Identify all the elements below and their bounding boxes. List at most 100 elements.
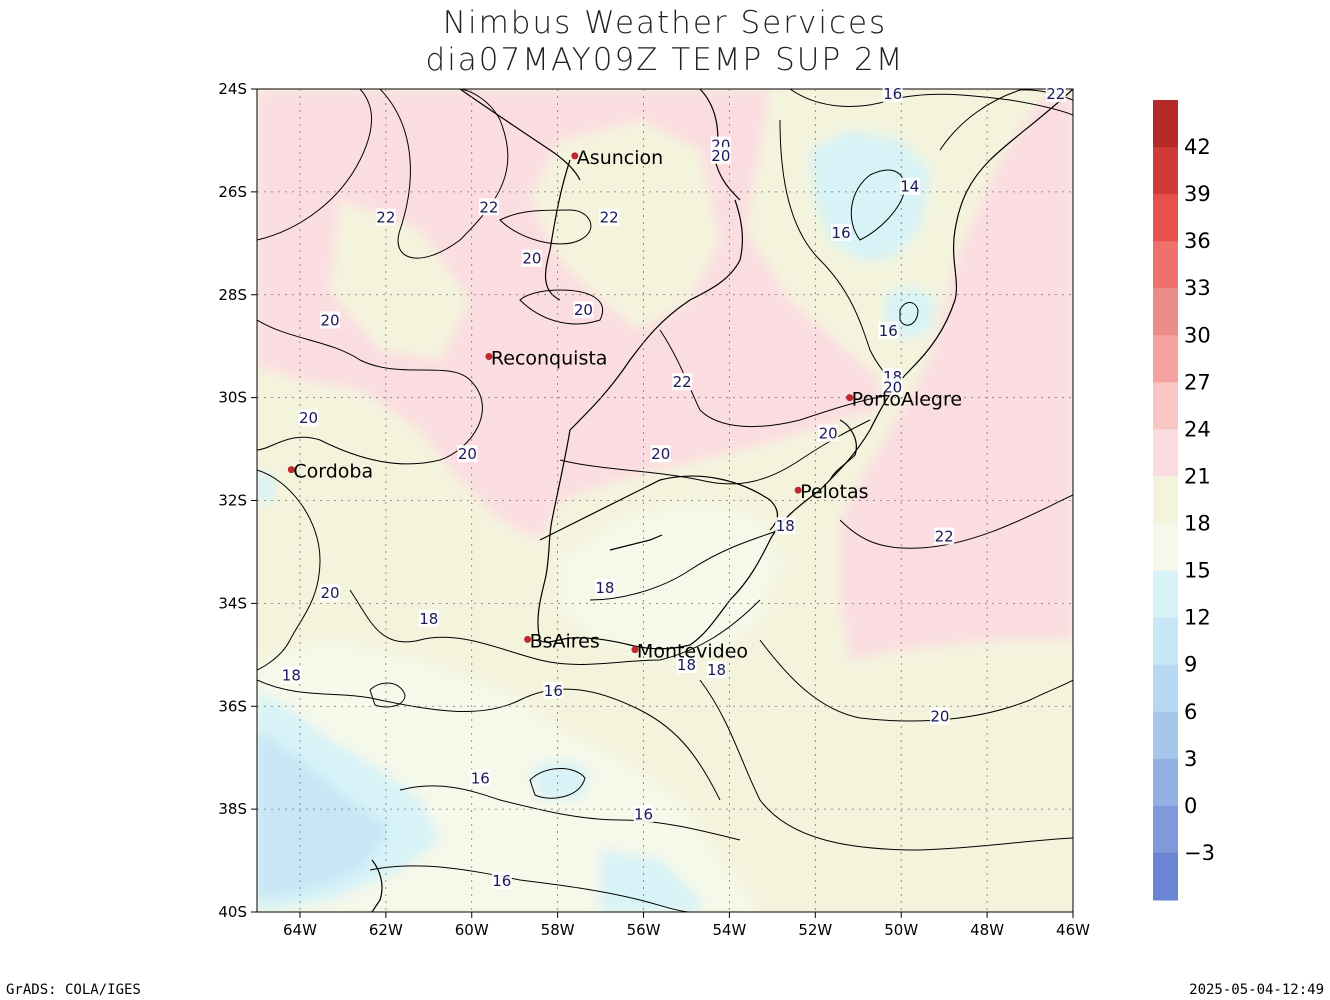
- colorbar-label: 15: [1184, 559, 1211, 583]
- isoline-20-atlantic: [759, 639, 1073, 722]
- city-reconquista: Reconquista: [485, 347, 607, 369]
- lat-tick-label: 40S: [218, 903, 247, 921]
- isoline-20-pocket-2: [519, 289, 603, 325]
- city-label: Cordoba: [293, 461, 373, 483]
- city-label: PortoAlegre: [852, 389, 962, 411]
- colorbar-swatch: [1153, 100, 1178, 148]
- lon-tick-label: 46W: [1056, 921, 1090, 939]
- lon-tick-label: 58W: [541, 921, 575, 939]
- svg-text:20: 20: [651, 445, 670, 463]
- cold-zone-cordoba: [257, 470, 275, 505]
- colorbar-swatch: [1153, 664, 1178, 713]
- colorbar-swatch: [1153, 288, 1178, 336]
- city-asuncion: Asuncion: [571, 147, 663, 169]
- colorbar-label: 0: [1184, 794, 1197, 818]
- city-cordoba: Cordoba: [287, 461, 373, 483]
- lon-tick-label: 48W: [970, 921, 1004, 939]
- uruguay-river-border: [569, 199, 744, 431]
- lat-tick-label: 32S: [218, 492, 247, 510]
- colorbar-label: 21: [1184, 464, 1211, 488]
- city-montevideo: Montevideo: [631, 641, 748, 663]
- contour-label: 14: [899, 177, 920, 196]
- colorbar-swatch: [1153, 429, 1178, 477]
- contour-label: 18: [676, 656, 697, 674]
- colorbar-label: 3: [1184, 747, 1197, 771]
- svg-text:20: 20: [320, 584, 339, 602]
- contour-label: 22: [375, 208, 396, 227]
- svg-text:18: 18: [707, 661, 726, 679]
- contour-label: 16: [543, 681, 564, 700]
- warm-zone-atlantic: [840, 89, 1073, 660]
- contour-label: 16: [878, 321, 899, 340]
- lon-tick-label: 52W: [798, 921, 832, 939]
- pilcomayo-river: [459, 89, 581, 181]
- svg-text:20: 20: [320, 311, 339, 329]
- rio-de-la-plata: [537, 429, 691, 650]
- svg-text:20: 20: [711, 147, 730, 165]
- contour-label: 18: [281, 666, 302, 684]
- svg-text:16: 16: [492, 872, 511, 890]
- contour-label: 20: [882, 378, 903, 396]
- colorbar-label: 12: [1184, 606, 1211, 630]
- svg-text:20: 20: [883, 378, 902, 396]
- colorbar-label: 42: [1184, 135, 1211, 159]
- footer-timestamp: 2025-05-04-12:49: [1189, 982, 1324, 998]
- lon-tick-label: 54W: [712, 921, 746, 939]
- isoline-16-lower: [399, 785, 741, 841]
- contour-label: 20: [521, 249, 542, 268]
- colorbar-label: 33: [1184, 276, 1211, 300]
- temperature-isolines: [257, 89, 1073, 912]
- svg-text:18: 18: [776, 517, 795, 535]
- lat-tick-label: 36S: [218, 697, 247, 715]
- svg-text:16: 16: [879, 322, 898, 340]
- contour-labels: 16 22 20 20 14 22 22 22 16 20 20 20 16 18 20 22 20 20 20 20…: [281, 85, 1066, 890]
- uruguay-border: [539, 475, 779, 541]
- city-marker: [571, 152, 579, 160]
- svg-text:16: 16: [544, 682, 563, 700]
- lat-tick-label: 24S: [218, 80, 247, 98]
- colorbar-swatch: [1153, 476, 1178, 525]
- contour-label: 16: [491, 872, 512, 890]
- city-label: BsAires: [530, 630, 600, 652]
- mild-zone-chaco: [330, 200, 470, 360]
- contour-label: 18: [594, 578, 615, 597]
- svg-text:22: 22: [935, 528, 954, 546]
- lat-tick-label: 34S: [218, 594, 247, 612]
- city-marker: [846, 394, 854, 402]
- contour-label: 22: [934, 527, 955, 546]
- svg-text:16: 16: [471, 769, 490, 787]
- colorbar-swatch: [1153, 335, 1178, 383]
- city-label: Asuncion: [577, 147, 663, 169]
- svg-text:18: 18: [595, 579, 614, 597]
- map-gridlines: [257, 89, 1073, 912]
- bahia-blanca-coast: [371, 859, 383, 912]
- colorbar-label: 6: [1184, 700, 1197, 724]
- svg-text:20: 20: [574, 301, 593, 319]
- colorbar-swatch: [1153, 241, 1178, 289]
- isoline-18-pampas: [349, 589, 761, 665]
- isoline-16-south: [257, 679, 721, 801]
- colorbar-swatch: [1153, 852, 1178, 901]
- colorbar-label: 24: [1184, 417, 1211, 441]
- city-pelotas: Pelotas: [794, 481, 869, 503]
- contour-label: 18: [418, 609, 439, 628]
- colorbar-label: 36: [1184, 229, 1211, 253]
- svg-text:20: 20: [458, 445, 477, 463]
- lat-tick-label: 26S: [218, 183, 247, 201]
- contour-label: 20: [320, 311, 341, 329]
- paraguay-river: [545, 159, 571, 301]
- contour-label: 16: [882, 85, 903, 103]
- lon-tick-label: 62W: [369, 921, 403, 939]
- contour-label: 18: [706, 661, 727, 679]
- isoline-20-central: [257, 319, 483, 465]
- city-label: Montevideo: [637, 641, 748, 663]
- contour-label: 16: [470, 769, 491, 787]
- colorbar-swatch: [1153, 758, 1178, 807]
- svg-text:20: 20: [299, 409, 318, 427]
- colorbar-swatch: [1153, 570, 1178, 619]
- isoline-16-highland: [899, 302, 919, 326]
- map-axes: 24S 26S 28S 30S 32S 34S 36S 38S 40S 64W 62W 60W 58W 5…: [218, 80, 1090, 939]
- svg-text:16: 16: [883, 85, 902, 103]
- contour-label: 22: [1045, 85, 1066, 103]
